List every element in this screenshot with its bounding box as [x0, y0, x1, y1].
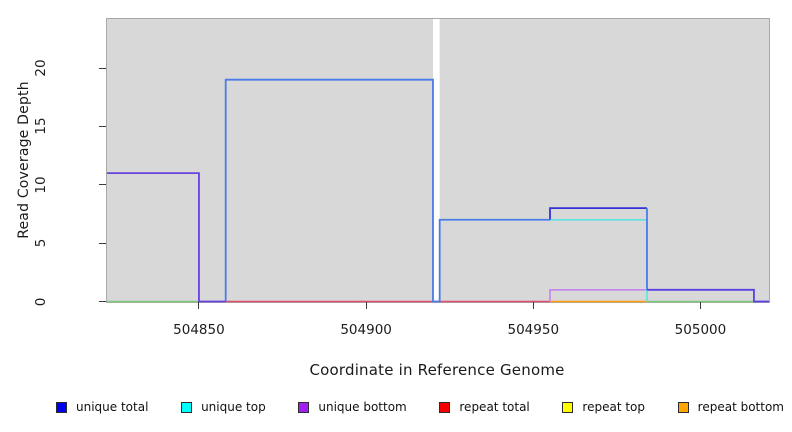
- x-axis-tick-label: 504850: [173, 322, 225, 338]
- segment-unique-total-bright-blue: [224, 78, 551, 303]
- y-axis-tick: [99, 242, 106, 244]
- legend-swatch-icon: [562, 401, 574, 413]
- y-axis-tick: [99, 125, 106, 127]
- legend-item-unique-top: unique top: [181, 400, 266, 414]
- x-axis-tick-label: 504950: [507, 322, 560, 338]
- legend-item-unique-total: unique total: [56, 400, 148, 414]
- legend-item-repeat-bottom: repeat bottom: [677, 400, 784, 414]
- legend-swatch-icon: [56, 401, 67, 413]
- legend-label: unique top: [201, 400, 266, 414]
- x-axis-tick-label: 504900: [340, 322, 392, 338]
- segment-total-plus-bottom-level1: [646, 288, 769, 303]
- legend-swatch-icon: [298, 401, 310, 413]
- segment-total-plus-bottom-level11: [107, 172, 226, 303]
- y-axis-tick: [99, 67, 106, 69]
- y-axis-tick-label: 10: [33, 176, 49, 194]
- legend-swatch-icon: [181, 401, 193, 413]
- y-axis-tick-label: 0: [33, 297, 49, 306]
- y-axis-tick-label: 5: [33, 238, 49, 248]
- y-axis-tick: [99, 301, 106, 302]
- x-axis-title: Coordinate in Reference Genome: [309, 361, 565, 379]
- legend-label: repeat top: [582, 400, 646, 414]
- legend-label: unique bottom: [318, 400, 407, 414]
- y-axis-title: Read Coverage Depth: [16, 81, 32, 239]
- legend-label: unique total: [76, 400, 149, 414]
- legend-item-unique-bottom: unique bottom: [298, 400, 407, 414]
- segment-unique-total-dark-level8: [549, 207, 647, 220]
- plot-area: [106, 18, 770, 303]
- legend-swatch-icon: [439, 401, 451, 413]
- y-axis-tick-label: 15: [33, 117, 49, 135]
- legend-swatch-icon: [677, 401, 689, 413]
- x-axis-tick: [365, 302, 367, 309]
- y-axis-tick-label: 20: [33, 59, 49, 77]
- x-axis-tick: [532, 302, 534, 309]
- x-axis-tick-label: 505000: [674, 322, 727, 338]
- legend-item-repeat-top: repeat top: [562, 400, 645, 414]
- legend-label: repeat bottom: [697, 400, 784, 414]
- x-axis-tick: [198, 302, 200, 309]
- y-axis-tick: [99, 184, 106, 186]
- x-axis-tick: [699, 302, 701, 309]
- coverage-step-lines: [107, 19, 769, 303]
- segment-unique-bottom-level1-violet: [549, 289, 647, 302]
- legend-item-repeat-total: repeat total: [439, 400, 530, 414]
- legend: unique total unique top unique bottom repea…: [56, 398, 784, 416]
- no-data-gap-band: [432, 19, 440, 302]
- legend-label: repeat total: [459, 400, 530, 414]
